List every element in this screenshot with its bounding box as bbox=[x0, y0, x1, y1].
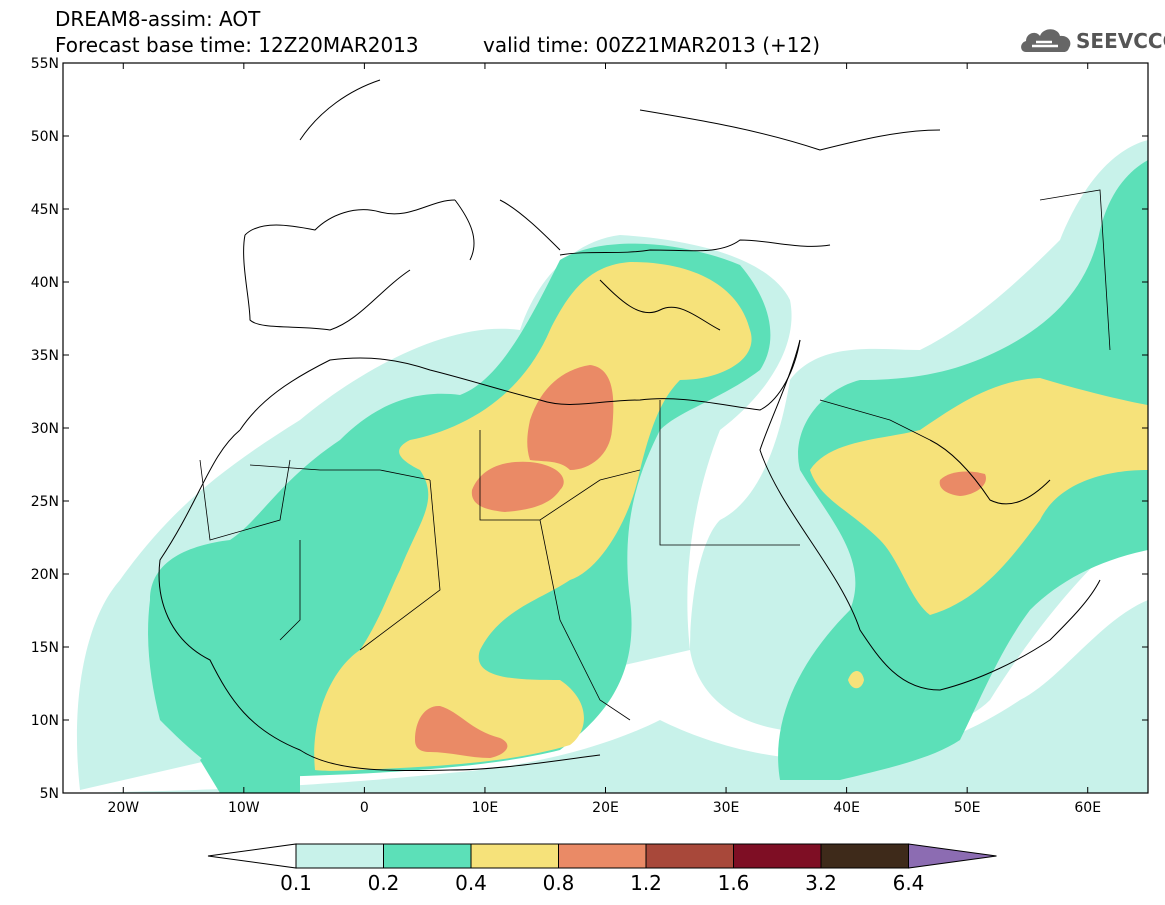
aot-contour-0.8 bbox=[415, 365, 986, 758]
lat-tick-label: 20N bbox=[31, 567, 59, 583]
lat-tick-label: 45N bbox=[31, 202, 59, 218]
lon-tick-label: 10W bbox=[228, 800, 260, 816]
lon-tick-label: 20E bbox=[592, 800, 619, 816]
valid-time: valid time: 00Z21MAR2013 (+12) bbox=[483, 33, 821, 57]
colorbar-tick-label: 1.6 bbox=[718, 871, 750, 895]
colorbar-tick-label: 0.4 bbox=[455, 871, 487, 895]
colorbar-tick-label: 0.2 bbox=[368, 871, 400, 895]
lon-tick-label: 50E bbox=[954, 800, 981, 816]
colorbar-over-triangle bbox=[908, 843, 997, 869]
aot-contour-0.4 bbox=[314, 262, 1148, 771]
lat-tick-label: 10N bbox=[31, 713, 59, 729]
cloud-logo-icon bbox=[1021, 29, 1071, 52]
lat-tick-label: 40N bbox=[31, 275, 59, 291]
colorbar-tick-label: 6.4 bbox=[893, 871, 925, 895]
forecast-base-time: Forecast base time: 12Z20MAR2013 bbox=[55, 33, 419, 57]
lat-tick-label: 35N bbox=[31, 348, 59, 364]
seevccc-logo: SEEVCCC bbox=[1018, 22, 1165, 58]
lat-tick-label: 30N bbox=[31, 421, 59, 437]
lat-tick-label: 25N bbox=[31, 494, 59, 510]
colorbar-box bbox=[645, 843, 734, 869]
colorbar-box bbox=[470, 843, 559, 869]
country-borders bbox=[199, 189, 1111, 721]
lat-tick-label: 55N bbox=[31, 56, 59, 72]
colorbar-box bbox=[820, 843, 909, 869]
colorbar-tick-label: 0.1 bbox=[280, 871, 312, 895]
forecast-time-line: Forecast base time: 12Z20MAR2013 valid ti… bbox=[55, 33, 820, 57]
longitude-axis: 20W 10W 0 10E 20E 30E 40E 50E 60E bbox=[107, 63, 1101, 816]
colorbar-box bbox=[558, 843, 647, 869]
logo-text: SEEVCCC bbox=[1076, 29, 1165, 53]
colorbar-box bbox=[295, 843, 384, 869]
colorbar-box bbox=[733, 843, 822, 869]
coastlines bbox=[158, 79, 1101, 772]
lat-tick-label: 15N bbox=[31, 640, 59, 656]
colorbar-box bbox=[383, 843, 472, 869]
lon-tick-label: 20W bbox=[107, 800, 139, 816]
colorbar-tick-label: 0.8 bbox=[543, 871, 575, 895]
lat-tick-label: 5N bbox=[40, 786, 59, 802]
lat-tick-label: 50N bbox=[31, 129, 59, 145]
map-title: DREAM8-assim: AOT bbox=[55, 7, 261, 31]
lon-tick-label: 30E bbox=[713, 800, 740, 816]
colorbar-tick-label: 3.2 bbox=[805, 871, 837, 895]
lon-tick-label: 40E bbox=[833, 800, 860, 816]
colorbar-tick-label: 1.2 bbox=[630, 871, 662, 895]
colorbar-under-triangle bbox=[207, 843, 297, 869]
lon-tick-label: 10E bbox=[472, 800, 499, 816]
lon-tick-label: 0 bbox=[360, 800, 369, 816]
lon-tick-label: 60E bbox=[1074, 800, 1101, 816]
latitude-axis: 55N 50N 45N 40N 35N 30N 25N 20N 15N 10N 5N bbox=[31, 56, 1148, 802]
